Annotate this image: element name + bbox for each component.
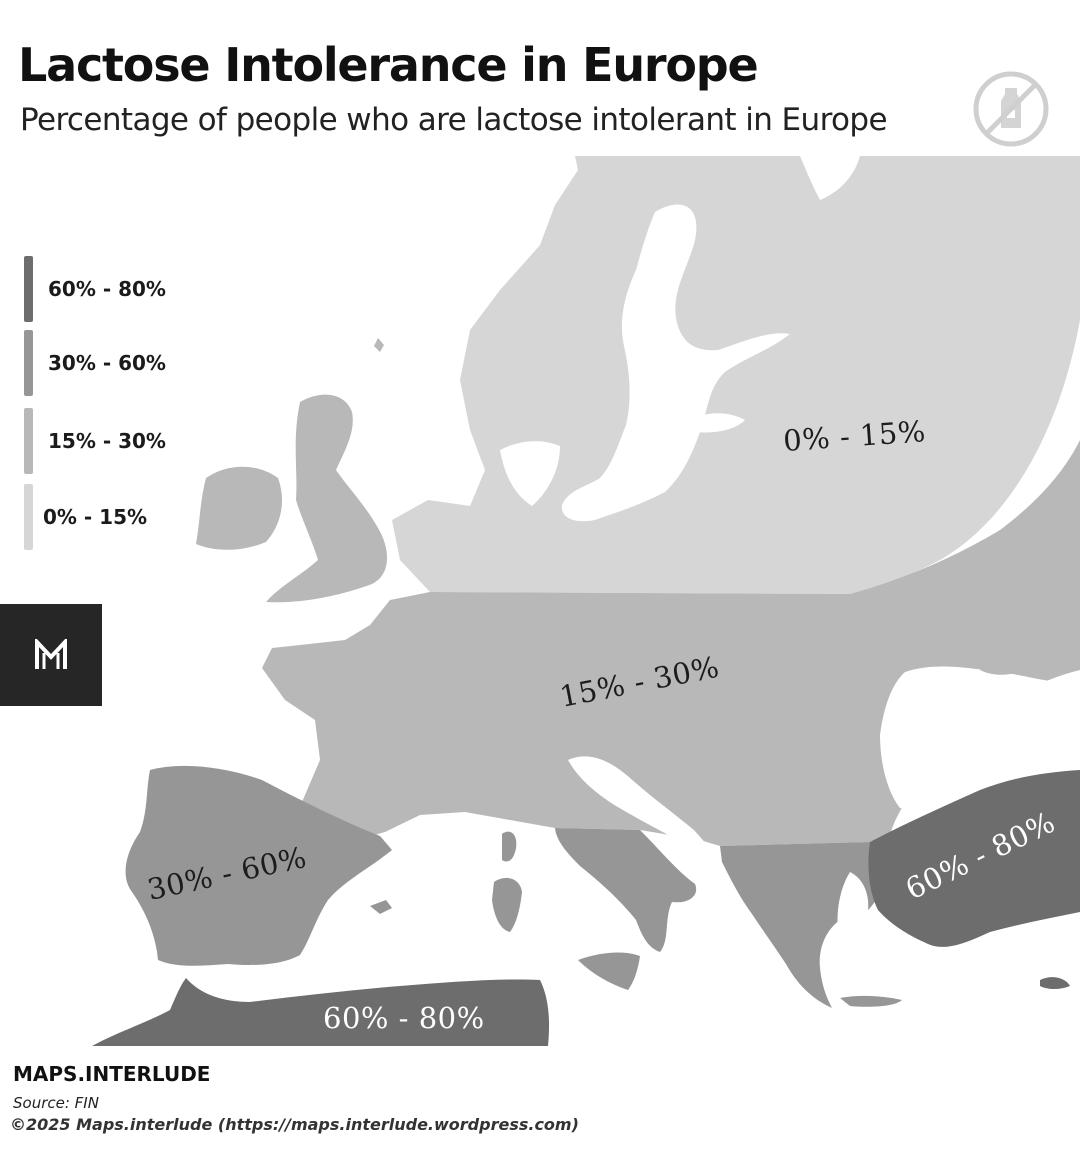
europe-map: 0% - 15% 15% - 30% 30% - 60% 60% - 80% 6… — [92, 156, 1080, 1046]
region-ireland — [196, 466, 282, 550]
aegean-sea — [837, 872, 869, 976]
legend-item-30-60: 30% - 60% — [24, 330, 224, 396]
crete — [840, 995, 902, 1007]
region-british-isles — [266, 394, 388, 603]
m-logo-icon — [35, 639, 67, 669]
region-north-africa — [92, 978, 550, 1046]
legend-label: 30% - 60% — [48, 351, 166, 375]
region-italy — [555, 828, 697, 952]
region-label-north-africa: 60% - 80% — [323, 1001, 485, 1035]
region-sicily — [578, 952, 640, 990]
copyright-note: ©2025 Maps.interlude (https://maps.inter… — [10, 1115, 579, 1134]
source-note: Source: FIN — [13, 1094, 99, 1112]
region-central-europe-france — [262, 440, 1080, 846]
crimea — [980, 620, 1031, 675]
region-turkey — [868, 770, 1080, 947]
baltic-sea — [561, 204, 790, 522]
legend-item-60-80: 60% - 80% — [24, 256, 224, 322]
region-northern-eastern-europe — [392, 156, 1080, 594]
legend-label: 0% - 15% — [43, 505, 148, 529]
legend-item-15-30: 15% - 30% — [24, 408, 224, 474]
region-sardinia — [492, 877, 522, 932]
no-milk-icon — [973, 71, 1049, 147]
gulf-of-finland — [690, 413, 745, 433]
legend-swatch — [24, 484, 33, 550]
region-balkans — [720, 842, 881, 1008]
brand-name: MAPS.INTERLUDE — [13, 1062, 211, 1086]
legend-swatch — [24, 408, 33, 474]
cyprus — [1040, 977, 1070, 989]
region-balearic — [370, 900, 392, 914]
region-iberian-peninsula — [125, 765, 392, 966]
legend-label: 15% - 30% — [48, 429, 166, 453]
skagerrak — [500, 441, 560, 506]
legend-swatch — [24, 256, 33, 322]
brand-badge — [0, 604, 102, 706]
map-legend: 60% - 80% 30% - 60% 15% - 30% 0% - 15% — [24, 256, 224, 556]
faroe-islands — [374, 338, 384, 352]
black-sea — [880, 666, 1080, 810]
white-sea — [800, 156, 860, 200]
legend-swatch — [24, 330, 33, 396]
legend-label: 60% - 80% — [48, 277, 166, 301]
map-subtitle: Percentage of people who are lactose int… — [20, 102, 888, 138]
adriatic-sea — [568, 756, 708, 846]
region-corsica — [502, 831, 517, 862]
map-title: Lactose Intolerance in Europe — [18, 38, 759, 92]
legend-item-0-15: 0% - 15% — [24, 484, 224, 550]
